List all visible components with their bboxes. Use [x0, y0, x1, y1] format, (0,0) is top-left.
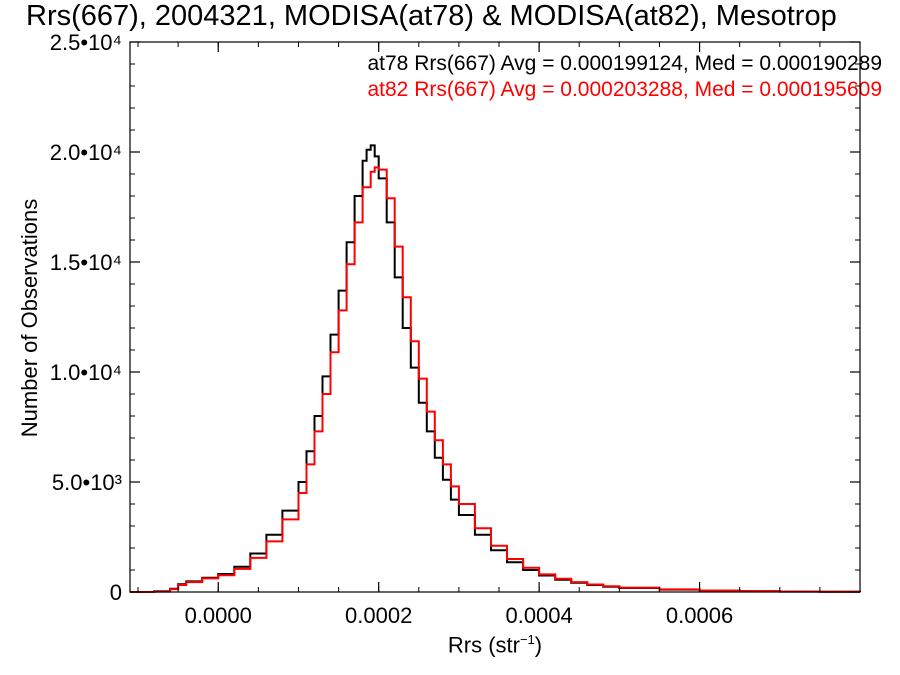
x-axis-label-tail: )	[534, 632, 543, 658]
y-tick-label: 2.5•10⁴	[50, 30, 122, 55]
plot-frame	[129, 41, 861, 593]
x-tick-label: 0.0000	[185, 603, 252, 628]
y-tick-label: 5.0•10³	[52, 470, 122, 495]
series-line-at78	[130, 144, 861, 593]
y-tick-label: 0	[110, 580, 122, 605]
legend-stats-at82: at82 Rrs(667) Avg = 0.000203288, Med = 0…	[367, 78, 882, 101]
y-tick-label: 1.5•10⁴	[50, 250, 122, 275]
x-axis-label: Rrs (str−1)	[448, 632, 542, 658]
x-tick-label: 0.0004	[505, 603, 572, 628]
chart-title: Rrs(667), 2004321, MODISA(at78) & MODISA…	[26, 0, 837, 32]
x-axis-label-base: Rrs (str	[447, 632, 520, 658]
x-axis-label-exponent: −1	[519, 632, 535, 647]
y-tick-label: 2.0•10⁴	[50, 140, 122, 165]
series-line-at82	[130, 166, 861, 593]
x-tick-label: 0.0002	[345, 603, 412, 628]
y-tick-label: 1.0•10⁴	[50, 360, 122, 385]
x-tick-label: 0.0006	[666, 603, 733, 628]
legend-stats-at78: at78 Rrs(667) Avg = 0.000199124, Med = 0…	[367, 52, 882, 75]
